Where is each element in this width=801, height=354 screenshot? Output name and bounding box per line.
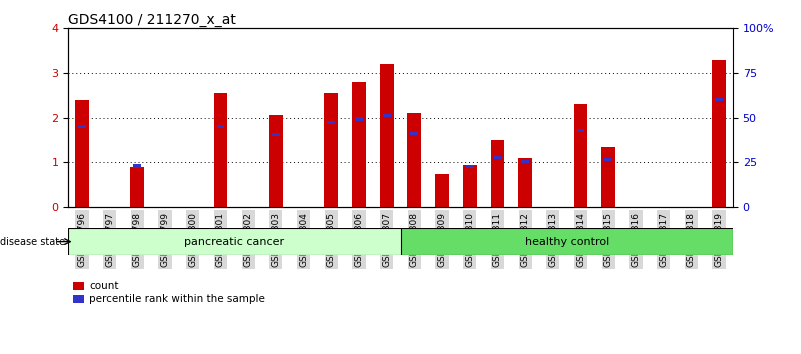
Bar	[214, 93, 227, 207]
Bar	[383, 114, 391, 117]
Text: healthy control: healthy control	[525, 236, 609, 247]
Bar	[602, 147, 615, 207]
Bar	[75, 100, 89, 207]
Bar	[490, 140, 505, 207]
Bar	[493, 156, 501, 160]
Bar	[324, 93, 338, 207]
Bar	[68, 228, 400, 255]
Bar	[521, 160, 529, 163]
Bar	[272, 133, 280, 136]
Bar	[435, 173, 449, 207]
Bar	[328, 121, 335, 124]
Bar	[410, 132, 418, 135]
Legend: count, percentile rank within the sample: count, percentile rank within the sample	[74, 281, 265, 304]
Bar	[78, 125, 86, 128]
Bar	[400, 228, 733, 255]
Bar	[352, 82, 366, 207]
Bar	[269, 115, 283, 207]
Bar	[574, 104, 587, 207]
Bar	[134, 164, 141, 167]
Bar	[408, 113, 421, 207]
Bar	[518, 158, 532, 207]
Bar	[131, 167, 144, 207]
Bar	[712, 59, 726, 207]
Text: disease state: disease state	[0, 236, 65, 247]
Bar	[605, 158, 612, 161]
Bar	[577, 129, 585, 132]
Bar	[380, 64, 393, 207]
Bar	[715, 98, 723, 101]
Text: pancreatic cancer: pancreatic cancer	[184, 236, 284, 247]
Text: GDS4100 / 211270_x_at: GDS4100 / 211270_x_at	[68, 13, 236, 27]
Bar	[466, 165, 473, 169]
Bar	[355, 118, 363, 121]
Bar	[463, 165, 477, 207]
Bar	[216, 125, 224, 128]
